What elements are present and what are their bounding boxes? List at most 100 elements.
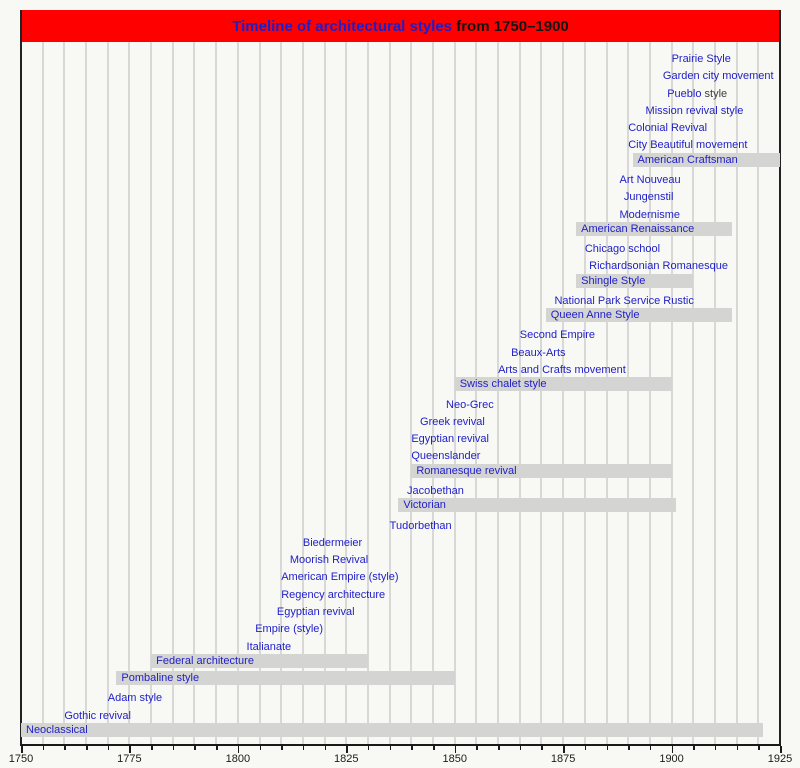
- gridline-1840: [410, 42, 413, 744]
- gridline-1770: [106, 42, 109, 744]
- timeline-row: Gothic revival: [64, 706, 131, 722]
- timeline-label[interactable]: Adam style: [107, 692, 163, 705]
- x-axis-tick-label: 1850: [442, 753, 467, 765]
- x-axis-tick-1855: [476, 746, 478, 750]
- x-axis-tick-1920: [758, 746, 760, 750]
- gridline-1775: [128, 42, 131, 744]
- gridline-1795: [215, 42, 218, 744]
- timeline-label[interactable]: Colonial Revival: [628, 122, 708, 135]
- x-axis-tick-1795: [216, 746, 218, 750]
- timeline-row: National Park Service Rustic: [554, 291, 694, 307]
- gridline-1895: [648, 42, 651, 744]
- timeline-label[interactable]: American Renaissance: [581, 222, 695, 235]
- timeline-label[interactable]: American Craftsman: [637, 153, 738, 166]
- gridline-1785: [171, 42, 174, 744]
- gridline-1905: [692, 42, 695, 744]
- timeline-label[interactable]: Victorian: [403, 499, 446, 512]
- timeline-row: Moorish Revival: [289, 550, 369, 567]
- x-axis-tick-1885: [606, 746, 608, 750]
- x-axis-tick-1825: [346, 746, 348, 753]
- timeline-label[interactable]: Egyptian revival: [411, 433, 489, 446]
- timeline-label[interactable]: Swiss chalet style: [459, 378, 547, 391]
- timeline-label[interactable]: Italianate: [246, 640, 292, 653]
- timeline-label[interactable]: Biedermeier: [302, 536, 363, 549]
- timeline-row: Queenslander: [411, 446, 481, 463]
- chart-title-bar: Timeline of architectural styles from 17…: [21, 10, 780, 42]
- chart-title-rest: from 1750–1900: [452, 17, 569, 35]
- timeline-label[interactable]: Empire (style): [255, 623, 324, 636]
- x-axis-tick-label: 1925: [767, 753, 793, 765]
- timeline-label[interactable]: Moorish Revival: [289, 554, 369, 567]
- timeline-label[interactable]: Beaux-Arts: [511, 346, 566, 359]
- timeline-label[interactable]: Prairie Style: [671, 53, 731, 65]
- timeline-bar: American Craftsman: [632, 152, 780, 167]
- timeline-label[interactable]: Federal architecture: [156, 654, 254, 667]
- x-axis-tick-1850: [454, 746, 457, 753]
- timeline-label[interactable]: Modernisme: [619, 208, 681, 221]
- gridline-1885: [605, 42, 608, 744]
- timeline-label-suffix: style: [701, 87, 728, 100]
- gridline-1910: [713, 42, 716, 744]
- x-axis-tick-1785: [172, 746, 175, 750]
- gridline-1755: [41, 42, 44, 744]
- x-axis-tick-1810: [281, 746, 283, 750]
- x-axis-tick-1910: [714, 746, 717, 750]
- timeline-label[interactable]: Garden city movement: [662, 70, 774, 83]
- x-axis-line: [20, 744, 781, 746]
- timeline-label[interactable]: Second Empire: [519, 329, 595, 342]
- timeline-row: American Empire (style): [281, 567, 399, 584]
- timeline-label[interactable]: Shingle Style: [581, 274, 646, 287]
- timeline-label[interactable]: American Empire (style): [281, 571, 399, 584]
- timeline-label[interactable]: Richardsonian Romanesque: [589, 260, 728, 273]
- x-axis-tick-1750: [21, 746, 23, 753]
- timeline-row: Mission revival style: [645, 101, 744, 117]
- timeline-row: Greek revival: [420, 412, 485, 428]
- timeline-label[interactable]: Regency architecture: [281, 588, 386, 601]
- timeline-bar: Victorian: [398, 498, 676, 513]
- timeline-row: Garden city movement: [662, 66, 774, 83]
- gridline-1835: [388, 42, 391, 744]
- timeline-row: Richardsonian Romanesque: [589, 256, 728, 273]
- timeline-label[interactable]: Art Nouveau: [619, 173, 681, 186]
- timeline-row: City Beautiful movement: [628, 135, 748, 152]
- timeline-label[interactable]: Chicago school: [584, 243, 661, 256]
- x-axis-tick-1895: [649, 746, 652, 750]
- timeline-label[interactable]: Neoclassical: [26, 723, 88, 736]
- timeline-label[interactable]: Mission revival style: [645, 104, 744, 117]
- timeline-label[interactable]: Arts and Crafts movement: [498, 364, 626, 377]
- x-axis-tick-1760: [64, 746, 66, 750]
- x-axis-tick-1845: [433, 746, 435, 750]
- gridline-1790: [193, 42, 196, 744]
- gridline-1760: [63, 42, 66, 744]
- gridline-1805: [258, 42, 261, 744]
- timeline-row: Egyptian revival: [411, 429, 489, 446]
- timeline-label[interactable]: Egyptian revival: [276, 605, 355, 618]
- timeline-row: Colonial Revival: [628, 118, 708, 135]
- timeline-label[interactable]: Pueblo style: [667, 87, 728, 100]
- timeline-label[interactable]: Neo-Grec: [446, 398, 494, 411]
- chart-title-link[interactable]: Timeline of architectural styles: [232, 17, 453, 35]
- timeline-bar: Queen Anne Style: [545, 308, 733, 323]
- x-axis-tick-1815: [302, 746, 305, 750]
- timeline-label[interactable]: Jungenstil: [623, 191, 674, 204]
- timeline-row: Modernisme: [619, 205, 681, 221]
- timeline-row: Chicago school: [584, 239, 661, 256]
- timeline-label[interactable]: National Park Service Rustic: [554, 294, 694, 307]
- gridline-1845: [432, 42, 435, 744]
- timeline-label[interactable]: City Beautiful movement: [628, 139, 748, 152]
- timeline-label[interactable]: Greek revival: [420, 415, 485, 428]
- timeline-label[interactable]: Romanesque revival: [416, 464, 517, 477]
- timeline-row: Jungenstil: [623, 187, 674, 204]
- timeline-row: Neo-Grec: [446, 395, 494, 411]
- timeline-label[interactable]: Queenslander: [411, 450, 481, 463]
- timeline-label[interactable]: Queen Anne Style: [550, 309, 640, 322]
- timeline-row: Adam style: [107, 688, 163, 705]
- timeline-label[interactable]: Tudorbethan: [389, 519, 452, 532]
- timeline-label[interactable]: Pombaline style: [121, 672, 200, 685]
- x-axis-tick-label: 1900: [659, 753, 684, 765]
- timeline-label[interactable]: Gothic revival: [64, 709, 131, 722]
- x-axis-tick-1905: [693, 746, 695, 750]
- timeline-label[interactable]: Jacobethan: [407, 485, 464, 497]
- x-axis-tick-1765: [86, 746, 88, 750]
